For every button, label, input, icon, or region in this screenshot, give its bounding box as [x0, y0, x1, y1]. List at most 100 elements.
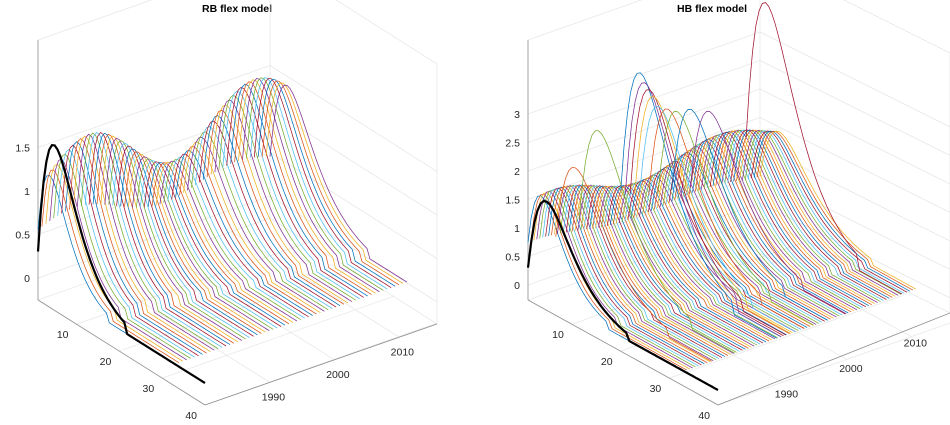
year-curve: [559, 184, 717, 361]
year-curve: [668, 154, 825, 322]
year-curve: [84, 131, 223, 348]
year-curve: [242, 77, 380, 293]
outlier-curve: [578, 130, 735, 354]
rb-tick-labels: 0 0.5 1 1.5 10 20 30 40 1990 2000 2010: [15, 143, 414, 423]
year-gridline: [721, 231, 912, 338]
year-curve: [76, 133, 215, 351]
year-curve: [128, 153, 266, 333]
year-curve: [265, 82, 404, 284]
age-gridline: [162, 295, 395, 379]
year-curve: [742, 129, 899, 296]
year-axis: [717, 312, 950, 406]
year-curve: [202, 115, 341, 307]
z-tick-label: 3: [514, 109, 520, 121]
z-tick-label: 2: [514, 166, 520, 178]
year-curve: [750, 130, 908, 293]
year-tick-label: 2000: [839, 363, 863, 375]
year-curve: [736, 129, 893, 298]
age-tick-label: 40: [698, 410, 710, 422]
age-axis: [37, 299, 206, 406]
age-tick-label: 30: [650, 383, 662, 395]
age-gridline: [119, 268, 352, 352]
year-curve: [124, 151, 262, 334]
hb-chart-title: HB flex model: [677, 3, 747, 15]
year-curve: [703, 133, 861, 310]
hb-axes: [527, 40, 950, 406]
age-tick-label: 10: [552, 329, 564, 341]
year-curve: [753, 130, 911, 292]
year-curve: [747, 130, 905, 294]
year-curve: [210, 104, 349, 304]
z-tick-label: 0.5: [15, 230, 30, 242]
rb-flex-panel: RB flex model 0 0.5 1 1.5 10 20 30 40 1990 2000 20…: [15, 0, 438, 423]
age-tick-label: 20: [601, 356, 613, 368]
year-curve: [206, 109, 345, 305]
year-curve: [214, 99, 353, 302]
outlier-curve: [648, 108, 805, 329]
back-frame: [527, 0, 950, 54]
outlier-curve: [671, 109, 828, 321]
age-tick-label: 40: [185, 410, 197, 422]
z-gridline: [37, 152, 438, 259]
year-curve: [733, 129, 890, 299]
rb-axes: [37, 40, 438, 406]
outlier-curve: [634, 96, 791, 334]
year-curve: [183, 141, 321, 314]
year-curve: [246, 77, 384, 291]
year-curve: [577, 184, 734, 354]
outlier-curve: [745, 2, 903, 295]
year-curve: [662, 158, 820, 324]
z-gridline: [37, 108, 438, 216]
year-curve: [53, 153, 191, 359]
year-curve: [100, 135, 239, 343]
year-curve: [167, 156, 305, 319]
year-gridline: [231, 231, 399, 338]
year-curve: [536, 190, 693, 369]
outlier-curve: [690, 111, 847, 315]
z-gridline: [37, 65, 438, 172]
z-gridline: [527, 60, 950, 156]
year-curve: [677, 147, 834, 319]
year-tick-label: 1990: [262, 392, 286, 404]
year-curve: [574, 184, 731, 355]
year-curve: [218, 94, 357, 301]
year-axis: [204, 323, 438, 406]
year-curve: [234, 81, 372, 295]
hb-flex-panel: HB flex model 0 0.5 1 1.5 2 2.5 3 10 20 30 40 1990 2…: [505, 0, 950, 422]
year-curve: [589, 185, 746, 350]
hb-curves: [526, 2, 916, 391]
z-tick-label: 0.5: [505, 252, 520, 264]
year-curve: [104, 137, 242, 341]
year-curve: [253, 77, 392, 289]
year-tick-label: 2010: [391, 347, 415, 359]
year-curve: [261, 80, 400, 286]
year-curve: [557, 185, 714, 362]
outlier-curve: [639, 106, 796, 333]
year-curve: [143, 161, 282, 327]
year-curve: [756, 130, 914, 291]
year-tick-label: 2010: [904, 337, 928, 349]
year-curve: [565, 184, 723, 358]
highlight-curve: [526, 199, 719, 391]
year-curve: [159, 160, 298, 322]
year-curve: [163, 159, 301, 320]
year-curve: [61, 144, 199, 357]
year-curve: [730, 129, 887, 300]
year-curve: [132, 156, 270, 332]
year-curve: [609, 184, 767, 343]
age-tick-label: 20: [100, 356, 112, 368]
year-curve: [583, 185, 740, 352]
year-curve: [92, 132, 231, 345]
z-gridline: [527, 117, 950, 213]
year-curve: [554, 185, 711, 363]
year-curve: [604, 185, 761, 345]
year-curve: [562, 184, 720, 359]
z-tick-label: 0: [514, 280, 520, 292]
year-curve: [120, 148, 258, 336]
z-tick-label: 1.5: [505, 195, 520, 207]
z-gridline: [527, 145, 950, 242]
year-curve: [727, 129, 884, 301]
age-axis: [527, 299, 719, 406]
year-curve: [695, 137, 852, 313]
year-curve: [739, 129, 896, 297]
